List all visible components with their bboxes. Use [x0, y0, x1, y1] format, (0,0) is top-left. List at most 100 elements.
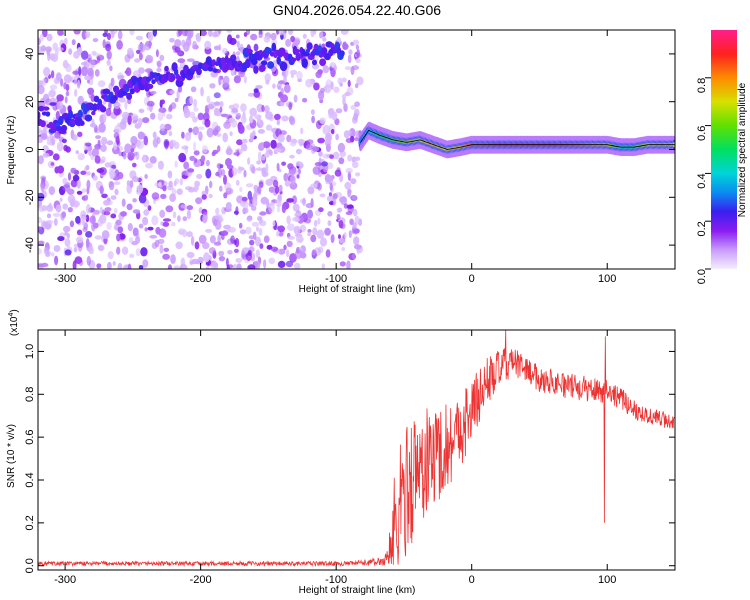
- spectrogram-cell: [38, 263, 45, 268]
- spectrogram-cell: [196, 68, 202, 76]
- spectrogram-cell: [260, 196, 269, 205]
- snr-y-tick-label: 0.6: [24, 429, 36, 444]
- spectrogram-cell: [138, 117, 143, 126]
- spectrogram-cell: [132, 198, 137, 203]
- spectrogram-cell: [326, 195, 334, 202]
- spectrogram-cell: [352, 161, 359, 169]
- spectrogram-cell: [262, 141, 271, 149]
- spectrogram-cell: [333, 86, 340, 93]
- spectrogram-cell: [201, 194, 207, 200]
- spectrogram-cell: [206, 127, 214, 138]
- spectrogram-cell: [64, 37, 68, 45]
- spectrogram-cell: [194, 241, 200, 250]
- spectrogram-cell: [257, 129, 265, 134]
- spectrogram-cell: [135, 35, 144, 41]
- snr-axes: -300 -200 -100 0 100 0.0 0.2 0.4 0.6 0.8 1.0: [24, 330, 675, 586]
- spectrogram-cell: [120, 90, 128, 96]
- spectrogram-cell: [118, 96, 126, 103]
- spectrogram-cell: [335, 108, 343, 114]
- spectrogram-cell: [347, 79, 351, 88]
- spectrogram-cell: [276, 230, 280, 237]
- spectrogram-cell: [157, 160, 164, 170]
- spectrogram-cell: [238, 222, 243, 229]
- spectrogram-cell: [175, 241, 183, 250]
- spectrogram-cell: [200, 86, 204, 97]
- spectrogram-cell: [292, 217, 299, 222]
- spectrogram-cell: [55, 204, 62, 213]
- spectrogram-cell: [134, 58, 141, 63]
- spectrogram-cell: [261, 171, 269, 178]
- spectrogram-cell: [320, 237, 327, 247]
- spectrogram-x-tick-label: -100: [325, 273, 347, 285]
- spectrogram-cell: [144, 174, 148, 179]
- spectrogram-cell: [327, 211, 333, 217]
- spectrogram-cell: [337, 142, 346, 153]
- spectrogram-cell: [235, 112, 242, 120]
- spectrogram-cell: [230, 54, 237, 62]
- spectrogram-cell: [206, 95, 211, 104]
- spectrogram-cell: [305, 144, 313, 151]
- spectrogram-cell: [138, 265, 144, 269]
- spectrogram-cell: [38, 156, 43, 165]
- spectrogram-cell: [344, 181, 352, 190]
- spectrogram-cell: [157, 111, 164, 121]
- spectrogram-cell: [199, 30, 207, 37]
- spectrogram-cell: [302, 197, 306, 206]
- spectrogram-cell: [289, 154, 295, 159]
- spectrogram-cell: [322, 124, 331, 135]
- spectrogram-cell: [214, 107, 220, 114]
- spectrogram-cell: [89, 59, 96, 69]
- spectrogram-cell: [270, 139, 277, 149]
- spectrogram-cell: [241, 138, 248, 144]
- spectrogram-cell: [305, 78, 313, 88]
- spectrogram-cell: [142, 117, 150, 124]
- spectrogram-cell: [38, 84, 45, 95]
- spectrogram-cell: [126, 203, 133, 211]
- spectrogram-cell: [129, 88, 135, 95]
- spectrogram-cell: [49, 84, 58, 90]
- spectrogram-cell: [124, 54, 131, 63]
- spectrogram-cell: [321, 161, 328, 167]
- spectrogram-cell: [63, 74, 72, 84]
- spectrogram-x-tick-label: 100: [598, 273, 616, 285]
- spectrogram-cell: [130, 113, 139, 121]
- spectrogram-cell: [209, 235, 216, 244]
- spectrogram-cell: [319, 31, 324, 39]
- spectrogram-cell: [338, 196, 347, 203]
- spectrogram-cell: [99, 185, 104, 195]
- spectrogram-cell: [207, 103, 214, 110]
- spectrogram-cell: [167, 170, 173, 179]
- spectrogram-cell: [131, 240, 139, 246]
- snr-x-tick-label: 100: [598, 574, 616, 586]
- spectrogram-cell: [179, 178, 183, 186]
- spectrogram-cell: [108, 181, 115, 191]
- spectrogram-cell: [128, 237, 134, 244]
- spectrogram-cell: [164, 123, 172, 131]
- spectrogram-cell: [192, 126, 199, 136]
- spectrogram-cell: [319, 193, 326, 198]
- spectrogram-cell: [156, 60, 162, 68]
- spectrogram-cell: [71, 39, 76, 46]
- spectrogram-cell: [146, 55, 154, 64]
- spectrogram-cell: [311, 249, 317, 256]
- spectrogram-cell: [293, 225, 301, 235]
- spectrogram-cell: [156, 137, 161, 144]
- spectrogram-cell: [265, 111, 273, 120]
- spectrogram-cell: [67, 207, 73, 213]
- spectrogram-cell: [235, 34, 240, 39]
- spectrogram-cell: [288, 102, 293, 111]
- spectrogram-cell: [286, 215, 291, 225]
- spectrogram-cell: [106, 32, 112, 41]
- spectrogram-cell: [215, 207, 220, 215]
- spectrogram-cell: [98, 122, 106, 133]
- spectrogram-cell: [348, 49, 353, 55]
- spectrogram-cell: [169, 139, 177, 147]
- spectrogram-cell: [190, 235, 195, 246]
- spectrogram-cell: [281, 115, 289, 122]
- spectrogram-cell: [181, 39, 186, 48]
- spectrogram-cell: [349, 218, 354, 226]
- spectrogram-cell: [247, 250, 252, 256]
- spectrogram-cell: [296, 70, 303, 80]
- spectrogram-cell: [209, 83, 216, 89]
- spectrogram-cell: [189, 155, 196, 161]
